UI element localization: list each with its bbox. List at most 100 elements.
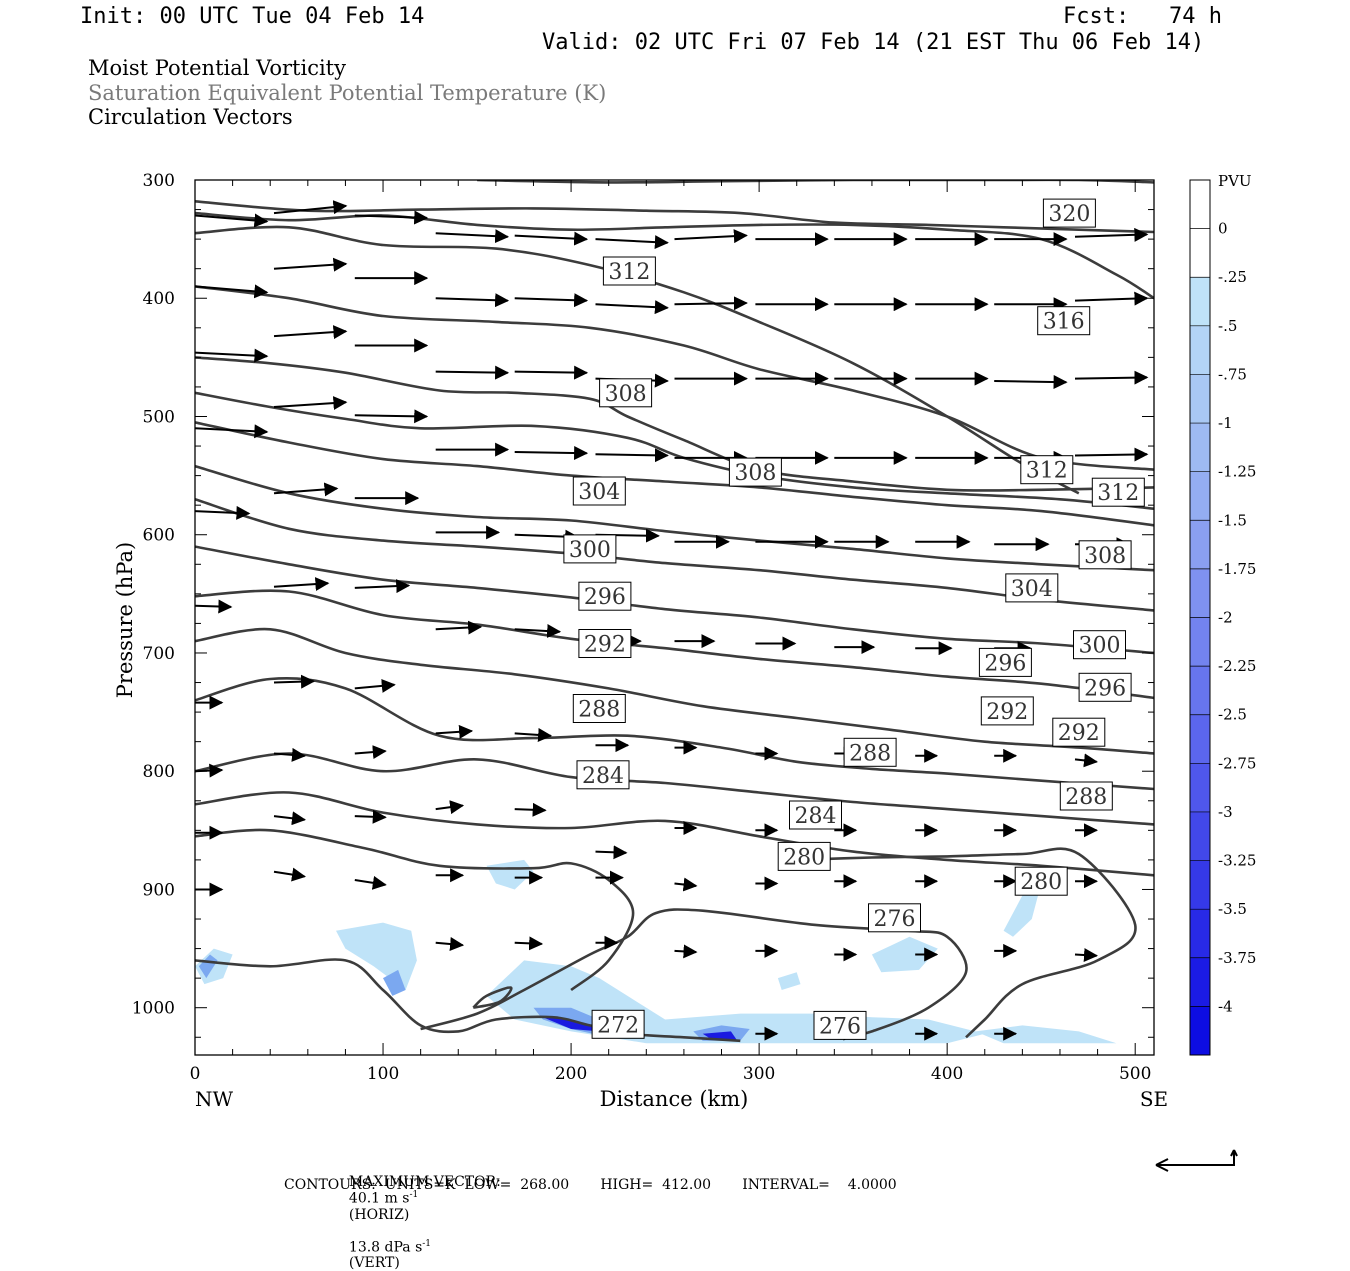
theta-contour-292 [195,676,1154,791]
colorbar-label: -3.25 [1218,852,1256,870]
colorbar-label: -1.25 [1218,463,1256,481]
colorbar-label: -2.75 [1218,754,1256,772]
colorbar-label: -1.75 [1218,560,1256,578]
contour-label: 300 [1079,634,1121,659]
contour-label-box [563,534,617,564]
contour-label-box [1091,477,1145,507]
x-end-label-left: NW [195,1087,234,1111]
circulation-vector [1074,753,1098,768]
theta-contour-336 [195,211,1154,300]
circulation-vector [354,875,387,890]
circulation-vector [514,936,544,951]
theta-contour-308 [195,498,1154,612]
circulation-vector [1074,948,1098,962]
circulation-vector [674,944,698,959]
colorbar-label: -3.75 [1218,949,1256,967]
circulation-vector [435,229,510,244]
theta-contour-312 [195,464,1154,572]
circulation-vector [1074,447,1149,462]
circulation-vector [514,231,589,246]
contour-label: 312 [1026,459,1068,484]
field-title-theta: Saturation Equivalent Potential Temperat… [88,81,607,105]
contour-label: 296 [1084,676,1126,701]
colorbar-swatch [1190,666,1210,716]
circulation-vector [354,678,396,693]
colorbar-swatch [1190,909,1210,959]
x-tick-label: 300 [743,1064,775,1084]
circulation-vector [514,727,553,742]
x-tick-label: 0 [190,1064,201,1084]
colorbar-label: -3.5 [1218,900,1247,918]
circulation-vector [514,624,562,639]
colorbar-swatch [1190,714,1210,764]
colorbar-label: -1.5 [1218,511,1247,529]
contour-label-box [572,476,626,506]
x-tick-label: 100 [367,1064,399,1084]
colorbar-label: -3 [1218,803,1233,821]
circulation-vector [273,577,330,592]
circulation-vector [435,937,465,951]
contour-label: 304 [1011,577,1053,602]
circulation-vector [195,213,269,228]
pv-patch [871,936,938,973]
colorbar-label: -.5 [1218,317,1237,335]
contour-label-box [1078,540,1132,570]
x-tick-label: 400 [931,1064,963,1084]
contour-label-box [1042,198,1096,228]
colorbar-label: 0 [1218,220,1228,238]
colorbar-label: -4 [1218,997,1233,1015]
theta-contour-280 [796,847,1137,1039]
pv-patch [777,972,801,990]
theta-contour-328 [195,285,1154,471]
theta-contour-280 [195,828,635,992]
colorbar-swatch [1190,811,1210,861]
contour-label-box [1014,866,1068,896]
circulation-vector [273,200,348,215]
x-axis-title: Distance (km) [600,1087,749,1111]
contour-label: 280 [783,845,825,870]
circulation-vector [514,293,589,308]
contour-label: 304 [578,480,620,505]
y-tick-label: 700 [143,644,175,664]
contour-label: 276 [819,1014,861,1039]
max-vector-line: MAXIMUM VECTOR: 40.1 m s-1 (HORIZ) 13.8 … [340,1158,501,1271]
max-vector-vert-unit: (VERT) [348,1255,400,1271]
field-title-vectors: Circulation Vectors [88,105,293,129]
pv-patch [486,859,534,890]
circulation-vector [273,482,339,497]
contour-label: 296 [584,585,626,610]
pv-patch [1003,883,1042,937]
reference-vector-icon [1155,1149,1238,1172]
circulation-vector [1074,370,1149,385]
colorbar-swatch [1190,568,1210,618]
colorbar-swatch [1190,374,1210,424]
contour-label-box [578,581,632,611]
colorbar-label: -2.25 [1218,657,1256,675]
theta-contour-layer [195,180,1154,1043]
contour-label-box [980,696,1034,726]
circulation-vector [595,845,628,860]
init-time: Init: 00 UTC Tue 04 Feb 14 [80,4,425,29]
contour-label-box [843,737,897,767]
colorbar-swatch [1190,180,1210,230]
circulation-vector-layer [195,200,1149,1041]
y-tick-label: 300 [143,171,175,191]
y-tick-label: 1000 [132,999,175,1019]
circulation-vector [273,867,306,882]
circulation-vector [514,802,547,817]
circulation-vector [994,374,1068,389]
contour-label: 292 [584,633,626,658]
circulation-vector [435,800,465,815]
contour-label: 308 [734,461,776,486]
field-title-pv: Moist Potential Vorticity [88,56,346,80]
circulation-vector [354,210,429,225]
contour-label-box [1005,573,1059,603]
contour-label-box [1020,455,1074,485]
contour-label-box [868,903,921,933]
theta-contour-276 [472,986,513,1009]
theta-contour-288 [195,752,1154,826]
circulation-vector [435,724,474,739]
contour-label-box [578,629,632,658]
theta-contour-300 [195,589,1154,700]
max-vector-horiz-unit: (HORIZ) [348,1206,410,1223]
